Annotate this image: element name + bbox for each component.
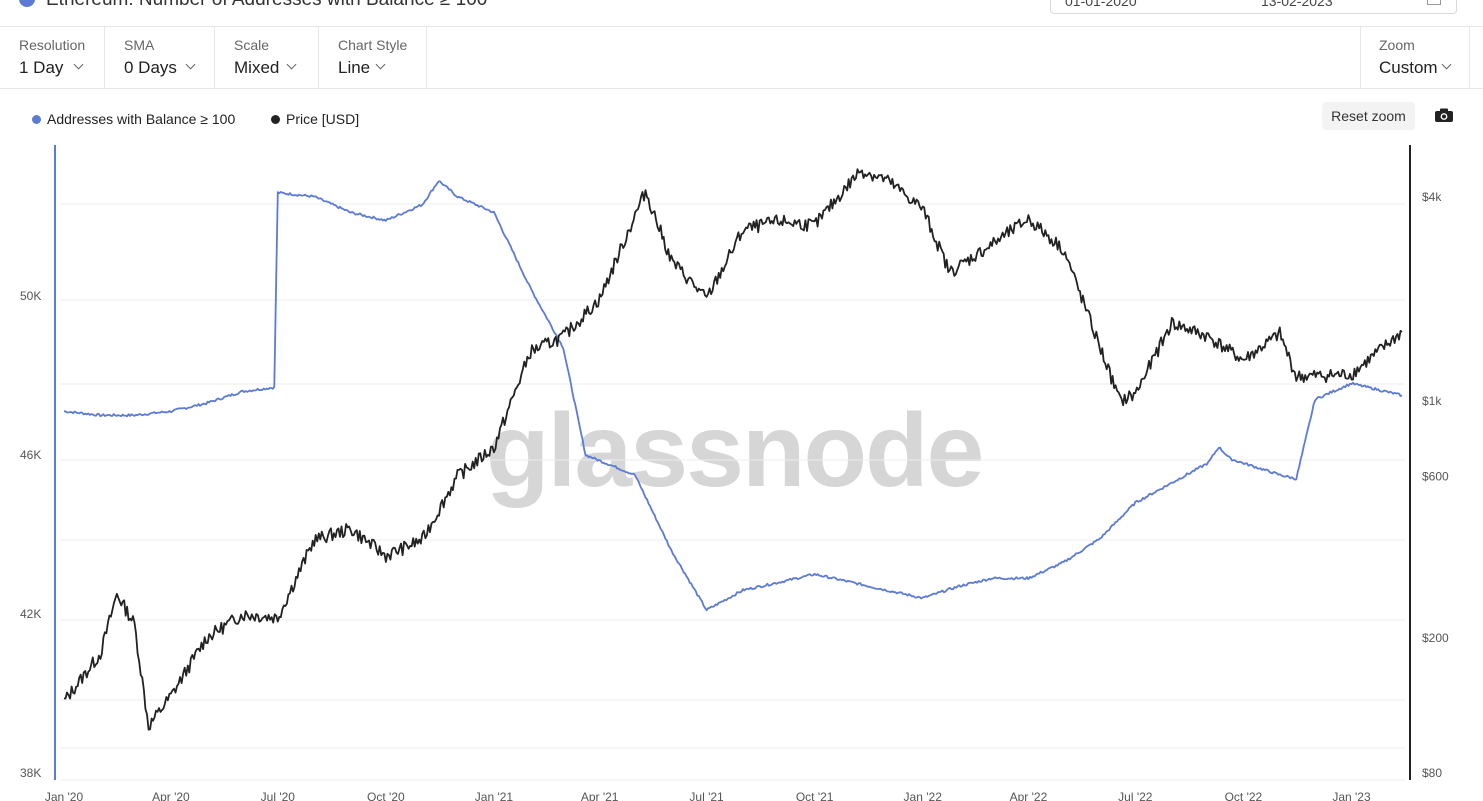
y-tick-label-right: $600 [1422, 469, 1449, 483]
y-tick-label-right: $200 [1422, 631, 1449, 645]
info-icon[interactable] [19, 0, 35, 7]
watermark: glassnode [486, 393, 984, 509]
scale-value[interactable]: Mixed [234, 58, 280, 77]
x-tick-label: Jul '20 [261, 790, 296, 801]
x-tick-label: Jan '20 [45, 790, 84, 801]
scale-label: Scale [234, 37, 270, 53]
y-tick-label-left: 42K [20, 607, 41, 621]
series-line-price [64, 168, 1403, 731]
date-range-picker[interactable]: 01-01-2020 13-02-2023 [1050, 0, 1457, 14]
sma-select[interactable]: SMA 0 Days [105, 27, 215, 88]
x-tick-label: Apr '22 [1010, 790, 1048, 801]
x-tick-label: Jul '21 [689, 790, 724, 801]
date-from[interactable]: 01-01-2020 [1065, 0, 1137, 9]
x-tick-label: Jan '22 [904, 790, 943, 801]
legend-item-price[interactable]: Price [USD] [271, 111, 359, 127]
chart-controls: Resolution 1 Day SMA 0 Days Scale Mixed … [0, 27, 1483, 89]
chart-style-value[interactable]: Line [338, 58, 371, 77]
y-tick-label-left: 50K [20, 289, 41, 303]
legend-item-addresses[interactable]: Addresses with Balance ≥ 100 [32, 111, 235, 127]
scale-select[interactable]: Scale Mixed [215, 27, 319, 88]
x-tick-label: Apr '21 [581, 790, 619, 801]
camera-icon[interactable] [1434, 107, 1454, 123]
sma-value[interactable]: 0 Days [124, 58, 177, 77]
legend-label-addresses: Addresses with Balance ≥ 100 [47, 111, 236, 127]
date-to[interactable]: 13-02-2023 [1261, 0, 1333, 9]
y-tick-label-right: $4k [1422, 190, 1442, 204]
zoom-value[interactable]: Custom [1379, 58, 1438, 77]
resolution-select[interactable]: Resolution 1 Day [0, 27, 105, 88]
reset-zoom-button[interactable]: Reset zoom [1322, 102, 1415, 130]
x-tick-label: Apr '20 [152, 790, 190, 801]
x-tick-label: Oct '21 [796, 790, 834, 801]
header-bar: Ethereum: Number of Addresses with Balan… [0, 0, 1483, 27]
x-tick-label: Jul '22 [1118, 790, 1153, 801]
legend-dot-icon [271, 115, 280, 124]
chart-style-label: Chart Style [338, 37, 408, 53]
x-tick-label: Oct '22 [1225, 790, 1263, 801]
legend-label-price: Price [USD] [286, 111, 360, 127]
series-line-addresses [64, 180, 1403, 612]
y-tick-label-left: 38K [20, 766, 41, 780]
calendar-icon[interactable] [1427, 0, 1441, 5]
chart-style-select[interactable]: Chart Style Line [319, 27, 427, 88]
legend-dot-icon [32, 115, 41, 124]
y-tick-label-right: $80 [1422, 766, 1442, 780]
zoom-select[interactable]: Zoom Custom [1360, 27, 1470, 88]
sma-label: SMA [124, 37, 155, 53]
y-tick-label-right: $1k [1422, 394, 1442, 408]
chart-title: Ethereum: Number of Addresses with Balan… [46, 0, 487, 11]
resolution-value[interactable]: 1 Day [19, 58, 64, 77]
resolution-label: Resolution [19, 37, 86, 53]
x-tick-label: Jan '23 [1332, 790, 1371, 801]
y-tick-label-left: 46K [20, 448, 41, 462]
x-tick-label: Oct '20 [367, 790, 405, 801]
x-tick-label: Jan '21 [475, 790, 514, 801]
zoom-label: Zoom [1379, 37, 1415, 53]
